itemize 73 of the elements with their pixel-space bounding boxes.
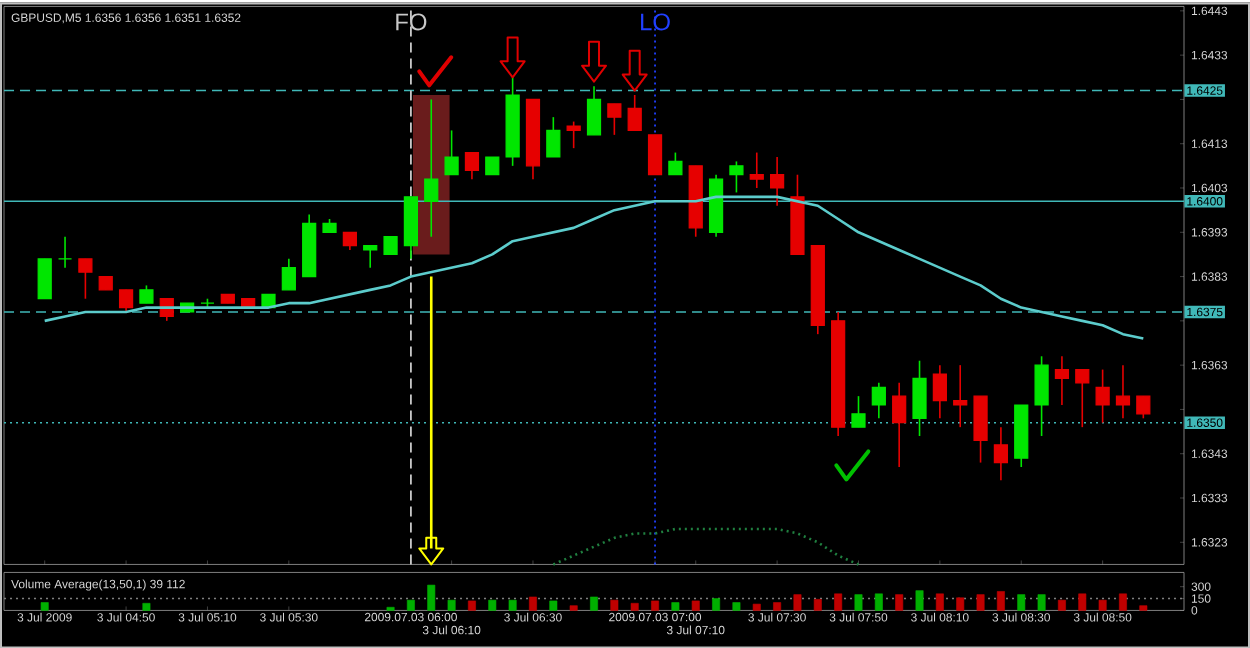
bar <box>651 600 660 611</box>
bar <box>691 600 700 611</box>
candlestick <box>37 257 52 300</box>
bar <box>488 599 497 611</box>
candlestick <box>566 120 581 149</box>
candlestick <box>363 244 378 269</box>
bar <box>854 594 863 611</box>
candlestick <box>546 116 561 158</box>
bar <box>549 600 558 611</box>
bar <box>773 602 782 611</box>
bar <box>569 605 578 611</box>
bar <box>1078 593 1087 611</box>
candlestick <box>993 426 1009 481</box>
candlestick <box>729 160 744 194</box>
bar <box>732 602 741 611</box>
ref-line-label: LO <box>641 13 670 31</box>
bar <box>956 597 965 611</box>
candlestick <box>1034 355 1049 437</box>
bar <box>447 599 456 611</box>
bar <box>427 584 436 611</box>
bar <box>1119 593 1127 611</box>
bar <box>1139 605 1148 611</box>
bar <box>813 598 822 611</box>
candlestick <box>444 129 459 176</box>
candlestick <box>586 85 602 136</box>
candlestick <box>912 359 927 437</box>
bar <box>976 594 985 611</box>
bar <box>874 593 883 611</box>
bar <box>671 602 680 611</box>
bar <box>834 593 843 611</box>
bar <box>630 602 639 611</box>
candlestick <box>647 133 663 176</box>
bar <box>610 599 619 611</box>
candlestick <box>953 364 968 428</box>
candlestick <box>770 155 785 207</box>
candlestick <box>424 98 439 238</box>
candlestick <box>607 102 622 136</box>
bar <box>915 590 924 611</box>
bar <box>1017 594 1026 611</box>
bar <box>793 594 802 611</box>
bar <box>142 602 151 611</box>
bar <box>712 598 721 611</box>
candlestick <box>281 257 296 291</box>
candlestick <box>1136 395 1151 419</box>
candlestick <box>1115 364 1131 419</box>
candlestick <box>668 151 683 176</box>
candlestick <box>973 395 988 464</box>
candlestick <box>78 257 93 300</box>
candlestick <box>749 151 764 189</box>
candlestick <box>464 151 480 180</box>
bar <box>752 603 761 611</box>
candlestick <box>118 288 134 313</box>
candlestick <box>851 395 866 428</box>
bar <box>590 596 598 611</box>
bar <box>935 593 944 611</box>
bar <box>529 596 537 611</box>
candlestick <box>1054 355 1070 406</box>
candlestick <box>871 381 886 419</box>
bar <box>996 590 1005 611</box>
bar <box>467 600 476 611</box>
bar <box>1098 599 1107 611</box>
bar <box>895 594 904 611</box>
candlestick <box>892 381 907 468</box>
bar <box>40 602 49 611</box>
candlestick <box>57 235 73 269</box>
bar <box>406 599 415 611</box>
bar <box>508 599 517 611</box>
bar <box>1057 599 1066 611</box>
bar <box>1037 594 1046 611</box>
candlestick <box>1095 368 1110 424</box>
ref-line-label: FO <box>396 13 427 31</box>
candlestick <box>932 364 947 419</box>
candlestick <box>1075 368 1090 428</box>
